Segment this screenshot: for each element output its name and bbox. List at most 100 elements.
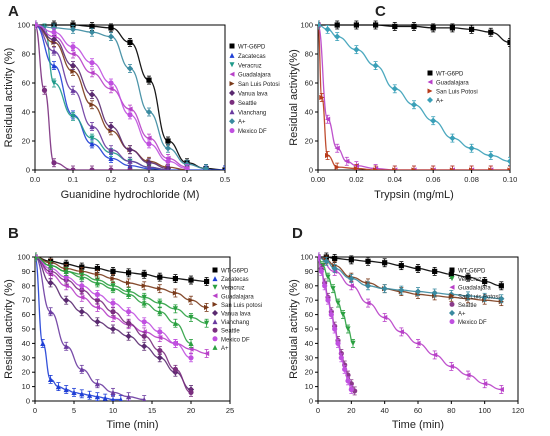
series-mexico-df — [318, 252, 354, 394]
data-point — [146, 164, 152, 170]
series-layer — [318, 252, 505, 396]
data-point — [157, 274, 163, 280]
data-point — [188, 340, 194, 346]
data-point — [172, 290, 178, 296]
x-tick-label: 0.08 — [464, 175, 479, 184]
series-a- — [35, 20, 210, 170]
x-tick-label: 0 — [33, 406, 37, 415]
data-point — [55, 384, 61, 390]
data-point — [481, 294, 488, 301]
legend-marker — [449, 301, 455, 307]
x-tick-label: 120 — [512, 406, 525, 415]
data-point — [381, 285, 388, 292]
data-point — [89, 60, 95, 66]
data-point — [172, 276, 178, 282]
legend-marker — [427, 88, 433, 94]
legend-label: Vanua lava — [238, 92, 268, 98]
data-point — [328, 312, 334, 318]
x-tick-label: 0.10 — [503, 175, 518, 184]
data-point — [78, 308, 85, 315]
legend-label: Guadalajara — [238, 73, 271, 79]
legend-marker — [229, 81, 235, 87]
data-point — [70, 167, 76, 170]
data-point — [88, 29, 96, 36]
data-point — [335, 340, 341, 346]
legend-label: Mexico DF — [238, 129, 267, 135]
data-point — [172, 340, 178, 346]
data-point — [157, 300, 163, 306]
data-point — [141, 300, 147, 306]
data-point — [126, 270, 132, 276]
series-guadalajara — [318, 252, 504, 394]
series-wt-g6pd — [318, 20, 510, 47]
data-point — [334, 22, 340, 28]
x-tick-label: 15 — [148, 406, 156, 415]
data-point — [392, 167, 398, 170]
data-point — [382, 260, 388, 266]
data-point — [430, 167, 436, 170]
data-point — [108, 167, 114, 170]
data-point — [340, 312, 346, 318]
data-point — [69, 62, 77, 69]
data-point — [50, 36, 58, 43]
data-point — [94, 297, 100, 303]
legend-label: A+ — [436, 99, 444, 105]
x-tick-label: 20 — [347, 406, 355, 415]
legend-marker — [229, 109, 235, 115]
data-point — [469, 26, 475, 32]
data-point — [110, 309, 116, 315]
data-point — [107, 123, 115, 130]
data-point — [89, 23, 95, 30]
y-tick-label: 0 — [309, 397, 313, 406]
data-point — [108, 147, 114, 153]
legend-marker — [229, 128, 235, 134]
legend-label: Mexico DF — [458, 320, 487, 326]
panel-letter: C — [375, 3, 386, 20]
data-point — [325, 116, 331, 122]
x-tick-label: 0.5 — [220, 175, 230, 184]
data-point — [415, 265, 421, 272]
x-tick-label: 0.1 — [68, 175, 78, 184]
data-point — [63, 343, 69, 349]
data-point — [325, 274, 331, 280]
data-point — [348, 386, 354, 393]
data-point — [488, 167, 494, 170]
data-point — [398, 329, 404, 335]
data-point — [94, 280, 100, 286]
data-point — [35, 22, 38, 28]
data-point — [63, 274, 69, 280]
data-point — [94, 318, 101, 325]
legend-label: Guadalajara — [221, 294, 254, 300]
legend-marker — [229, 62, 235, 68]
data-point — [79, 294, 85, 300]
series-vanua-lava — [35, 20, 172, 170]
data-point — [449, 25, 455, 31]
data-point — [157, 286, 163, 292]
legend-marker — [449, 293, 455, 299]
data-point — [482, 278, 488, 285]
data-point — [108, 86, 114, 92]
data-point — [411, 167, 417, 170]
x-tick-label: 0.04 — [387, 175, 402, 184]
data-point — [127, 167, 133, 170]
data-point — [108, 80, 114, 86]
data-point — [89, 135, 95, 141]
data-point — [465, 274, 471, 280]
data-point — [414, 288, 422, 295]
series-wt-g6pd — [35, 252, 210, 286]
data-point — [353, 22, 359, 28]
series-layer — [318, 20, 510, 170]
y-tick-label: 100 — [300, 21, 313, 30]
data-point — [141, 283, 147, 289]
y-tick-label: 50 — [22, 325, 30, 334]
y-tick-label: 0 — [309, 166, 313, 175]
y-tick-label: 60 — [305, 310, 313, 319]
data-point — [51, 29, 57, 35]
x-tick-label: 0.3 — [144, 175, 154, 184]
data-point — [51, 160, 57, 166]
data-point — [222, 167, 225, 170]
data-point — [108, 25, 114, 31]
data-point — [127, 112, 133, 118]
data-point — [364, 282, 372, 289]
legend-label: Veracruz — [238, 63, 262, 69]
